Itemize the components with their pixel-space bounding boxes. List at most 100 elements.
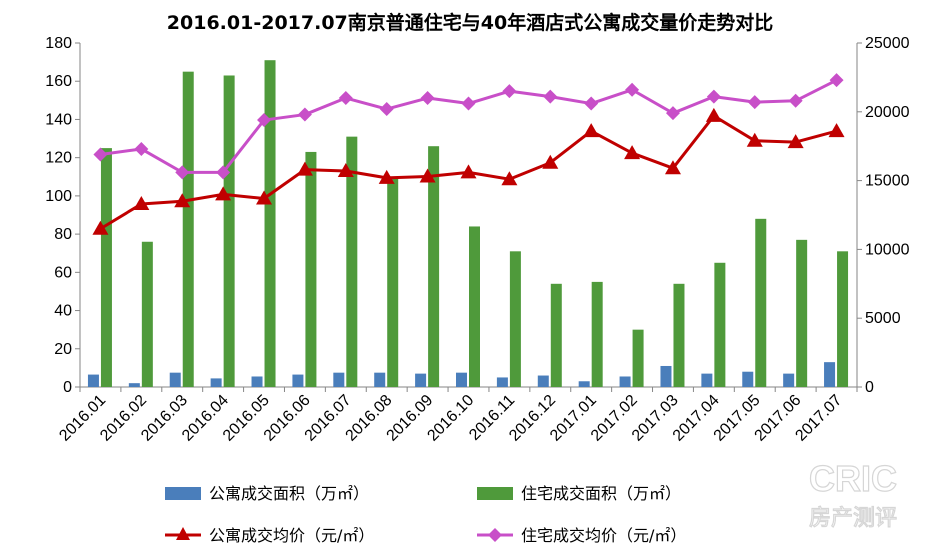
apartment-price-marker [419,168,436,183]
apartment-area-bar [169,372,181,387]
apartment-price-marker [296,161,313,176]
left-axis-tick-label: 120 [45,150,72,167]
apartment-price-marker [92,220,109,235]
legend-label-apartment-price: 公寓成交均价（元/㎡） [209,526,374,545]
residential-area-bar [387,176,399,387]
residential-area-bar [550,283,562,387]
residential-price-marker [788,93,803,108]
apartment-price-marker [378,169,395,184]
legend-label-residential-area: 住宅成交面积（万㎡） [521,484,681,503]
apartment-area-bar [660,365,672,387]
legend: 公寓成交面积（万㎡） 住宅成交面积（万㎡） 公寓成交均价（元/㎡） 住宅成交均价… [165,484,686,545]
left-axis-tick-label: 80 [54,226,72,243]
left-axis: 0 20 40 60 80 100 120 140 160 180 [45,35,81,396]
apartment-price-marker [664,160,681,175]
right-axis-tick-label: 25000 [865,35,910,52]
right-axis-tick-label: 5000 [865,310,901,327]
left-axis-tick-label: 100 [45,188,72,205]
residential-area-bar [755,218,767,387]
apartment-area-bar [578,381,590,387]
legend-label-residential-price: 住宅成交均价（元/㎡） [521,526,686,545]
left-axis-tick-label: 0 [63,379,72,396]
residential-price-marker [665,106,680,121]
residential-area-bar [796,239,808,387]
residential-area-bar [469,226,480,387]
apartment-price-marker [133,195,150,210]
apartment-price-marker [215,186,232,201]
right-axis-tick-label: 0 [865,379,874,396]
residential-price-marker [216,165,231,180]
apartment-price-marker [174,193,191,208]
apartment-price-marker [828,123,845,138]
apartment-price-marker [542,154,559,169]
residential-price-marker [134,141,149,156]
x-axis-tick-label: 2017.07 [792,392,845,445]
residential-price-marker [625,82,640,97]
left-axis-tick-label: 20 [54,341,72,358]
apartment-area-bar [374,372,386,387]
left-axis-tick-label: 140 [45,111,72,128]
residential-price-marker [420,91,435,106]
apartment-price-marker [256,190,273,205]
watermark-subtitle: 房产测评 [809,505,897,530]
residential-area-bar [141,241,153,387]
apartment-price-marker [583,123,600,138]
left-axis-tick-label: 40 [54,303,72,320]
apartment-price-marker [705,107,722,122]
residential-price-marker [584,96,599,111]
apartment-area-bar [701,373,713,387]
residential-price-marker [93,147,108,162]
apartment-area-bar [496,377,508,387]
right-axis-tick-label: 20000 [865,104,910,121]
residential-price-marker [706,89,721,104]
left-axis-tick-label: 60 [54,264,72,281]
residential-area-bar [264,60,276,387]
right-axis-tick-label: 10000 [865,241,910,258]
right-axis: 0 5000 10000 15000 20000 25000 [856,35,910,396]
residential-area-bar [837,251,849,387]
x-axis: 2016.012016.022016.032016.042016.052016.… [56,386,858,445]
line-series [92,73,845,235]
apartment-area-bar [292,374,304,387]
residential-price-marker [379,102,394,117]
apartment-price-marker [624,145,641,160]
residential-price-marker [543,89,558,104]
apartment-area-bar [210,378,222,387]
apartment-price-marker [501,171,518,186]
apartment-area-bar [824,362,836,387]
legend-swatch-apartment-area [165,487,201,500]
right-axis-tick-label: 15000 [865,173,910,190]
residential-area-bar [714,262,726,387]
residential-price-marker [297,107,312,122]
residential-area-bar [591,281,603,387]
left-axis-tick-label: 180 [45,35,72,52]
residential-area-bar [305,151,317,387]
apartment-area-bar [333,372,345,387]
watermark-logo: CRIC [809,458,897,499]
apartment-area-bar [619,376,631,387]
apartment-area-bar [251,376,263,387]
apartment-price-marker [746,132,763,147]
residential-price-marker [257,113,272,128]
bar-series [87,60,849,388]
chart-title: 2016.01-2017.07南京普通住宅与40年酒店式公寓成交量价走势对比 [167,11,773,34]
residential-area-bar [509,251,521,387]
residential-price-marker [175,165,190,180]
apartment-area-bar [537,375,549,387]
apartment-area-bar [783,373,795,387]
legend-marker-triangle [176,527,190,540]
apartment-area-bar [128,383,140,387]
watermark: CRIC 房产测评 [808,457,897,530]
residential-area-bar [223,75,235,387]
apartment-price-marker [460,164,477,179]
residential-area-bar [182,71,194,388]
apartment-area-bar [456,372,467,387]
legend-marker-diamond [488,528,502,542]
residential-price-marker [338,91,353,106]
apartment-area-bar [415,373,427,387]
apartment-price-marker [337,162,354,177]
residential-price-marker [829,73,844,88]
apartment-area-bar [87,374,99,387]
residential-price-marker [461,96,476,111]
